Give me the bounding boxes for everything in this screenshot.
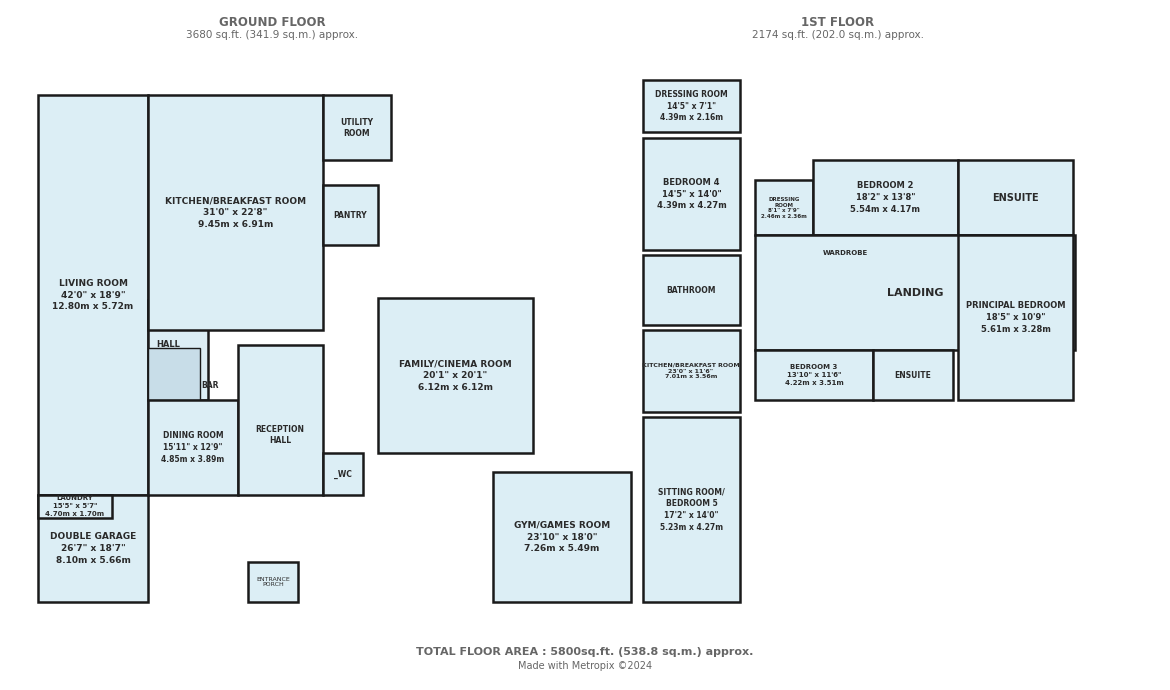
Bar: [37, 495, 112, 518]
Text: DINING ROOM
15'11" x 12'9"
4.85m x 3.89m: DINING ROOM 15'11" x 12'9" 4.85m x 3.89m: [161, 431, 225, 464]
Bar: [238, 345, 323, 495]
Text: _WC: _WC: [335, 469, 352, 479]
Bar: [248, 562, 298, 602]
Text: WARDROBE: WARDROBE: [823, 250, 868, 256]
Bar: [958, 235, 1073, 400]
Bar: [37, 95, 147, 495]
Text: HALL: HALL: [156, 339, 180, 348]
Bar: [813, 235, 878, 270]
Text: LIVING ROOM
42'0" x 18'9"
12.80m x 5.72m: LIVING ROOM 42'0" x 18'9" 12.80m x 5.72m: [53, 279, 133, 311]
Bar: [378, 298, 534, 453]
Bar: [755, 180, 813, 235]
Text: 2174 sq.ft. (202.0 sq.m.) approx.: 2174 sq.ft. (202.0 sq.m.) approx.: [752, 30, 924, 40]
Bar: [147, 95, 323, 330]
Text: BEDROOM 3
13'10" x 11'6"
4.22m x 3.51m: BEDROOM 3 13'10" x 11'6" 4.22m x 3.51m: [785, 364, 844, 386]
Text: UTILITY
ROOM: UTILITY ROOM: [340, 118, 373, 138]
Bar: [644, 255, 739, 325]
Bar: [644, 138, 739, 250]
Text: LANDING: LANDING: [887, 288, 943, 298]
Text: LAUNDRY
15'5" x 5'7"
4.70m x 1.70m: LAUNDRY 15'5" x 5'7" 4.70m x 1.70m: [46, 495, 104, 518]
Text: GYM/GAMES ROOM
23'10" x 18'0"
7.26m x 5.49m: GYM/GAMES ROOM 23'10" x 18'0" 7.26m x 5.…: [514, 521, 610, 553]
Text: KITCHEN/BREAKFAST ROOM
23'0" x 11'6"
7.01m x 3.56m: KITCHEN/BREAKFAST ROOM 23'0" x 11'6" 7.0…: [642, 363, 739, 380]
Bar: [755, 350, 873, 400]
Bar: [644, 417, 739, 602]
Text: GROUND FLOOR: GROUND FLOOR: [219, 15, 325, 28]
Text: TOTAL FLOOR AREA : 5800sq.ft. (538.8 sq.m.) approx.: TOTAL FLOOR AREA : 5800sq.ft. (538.8 sq.…: [417, 647, 753, 657]
Bar: [493, 472, 631, 602]
Text: PANTRY: PANTRY: [333, 210, 367, 219]
Text: DRESSING ROOM
14'5" x 7'1"
4.39m x 2.16m: DRESSING ROOM 14'5" x 7'1" 4.39m x 2.16m: [655, 90, 728, 122]
Text: SITTING ROOM/
BEDROOM 5
17'2" x 14'0"
5.23m x 4.27m: SITTING ROOM/ BEDROOM 5 17'2" x 14'0" 5.…: [658, 487, 725, 532]
Text: BEDROOM 4
14'5" x 14'0"
4.39m x 4.27m: BEDROOM 4 14'5" x 14'0" 4.39m x 4.27m: [656, 178, 727, 210]
Bar: [873, 350, 954, 400]
Text: DRESSING
ROOM
8'1" x 7'9"
2.46m x 2.36m: DRESSING ROOM 8'1" x 7'9" 2.46m x 2.36m: [762, 197, 807, 219]
Bar: [147, 300, 208, 400]
Text: RECEPTION
HALL: RECEPTION HALL: [255, 425, 304, 444]
Text: 1ST FLOOR: 1ST FLOOR: [801, 15, 874, 28]
Text: BAR: BAR: [201, 380, 219, 389]
Text: 3680 sq.ft. (341.9 sq.m.) approx.: 3680 sq.ft. (341.9 sq.m.) approx.: [186, 30, 358, 40]
Bar: [147, 348, 200, 400]
Text: BATHROOM: BATHROOM: [666, 286, 716, 295]
Text: ENSUITE: ENSUITE: [992, 193, 1038, 203]
Text: ENTRANCE
PORCH: ENTRANCE PORCH: [256, 577, 290, 587]
Bar: [755, 235, 1075, 350]
Bar: [323, 185, 378, 245]
Bar: [37, 495, 147, 602]
Text: PRINCIPAL BEDROOM
18'5" x 10'9"
5.61m x 3.28m: PRINCIPAL BEDROOM 18'5" x 10'9" 5.61m x …: [965, 302, 1065, 334]
Text: KITCHEN/BREAKFAST ROOM
31'0" x 22'8"
9.45m x 6.91m: KITCHEN/BREAKFAST ROOM 31'0" x 22'8" 9.4…: [165, 196, 307, 229]
Text: FAMILY/CINEMA ROOM
20'1" x 20'1"
6.12m x 6.12m: FAMILY/CINEMA ROOM 20'1" x 20'1" 6.12m x…: [399, 359, 511, 392]
Bar: [147, 400, 238, 495]
Bar: [644, 330, 739, 412]
Text: BEDROOM 2
18'2" x 13'8"
5.54m x 4.17m: BEDROOM 2 18'2" x 13'8" 5.54m x 4.17m: [851, 181, 921, 214]
Text: Made with Metropix ©2024: Made with Metropix ©2024: [518, 661, 652, 671]
Text: ENSUITE: ENSUITE: [895, 371, 931, 380]
Bar: [958, 160, 1073, 235]
Text: DOUBLE GARAGE
26'7" x 18'7"
8.10m x 5.66m: DOUBLE GARAGE 26'7" x 18'7" 8.10m x 5.66…: [50, 532, 136, 565]
Bar: [813, 160, 958, 235]
Bar: [644, 80, 739, 132]
Bar: [323, 453, 363, 495]
Bar: [323, 95, 391, 160]
